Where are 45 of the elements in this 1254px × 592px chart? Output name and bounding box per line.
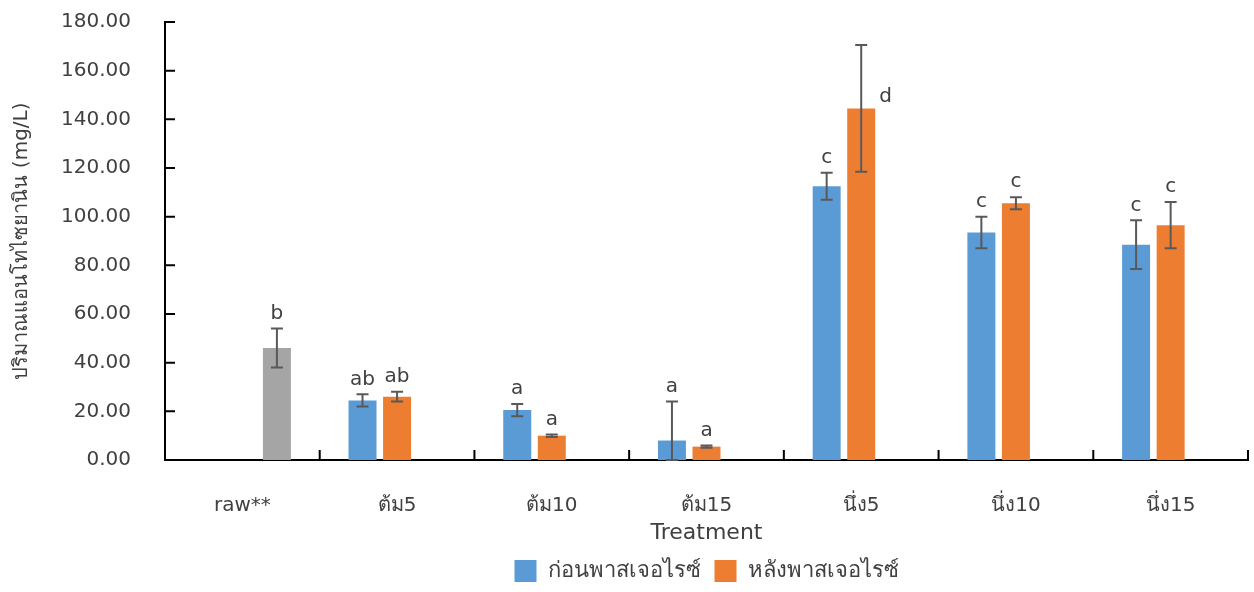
data-label: c bbox=[821, 144, 833, 169]
bar bbox=[967, 232, 996, 460]
bar bbox=[1001, 203, 1030, 460]
x-axis-title: Treatment bbox=[649, 518, 763, 544]
x-tick-label: ต้ม15 bbox=[680, 492, 733, 517]
bar bbox=[1156, 225, 1185, 460]
y-tick-label: 20.00 bbox=[73, 397, 131, 422]
y-tick-label: 120.00 bbox=[61, 154, 131, 179]
x-tick-label: raw** bbox=[213, 492, 271, 517]
data-label: c bbox=[1010, 168, 1022, 193]
bar bbox=[847, 108, 876, 460]
data-label: a bbox=[511, 375, 524, 400]
data-label: b bbox=[270, 299, 284, 324]
x-tick-label: นึ่ง15 bbox=[1145, 490, 1196, 517]
data-label: c bbox=[975, 187, 987, 212]
legend-label: หลังพาสเจอไรซ์ bbox=[747, 556, 899, 582]
x-tick-label: นึ่ง5 bbox=[842, 490, 880, 517]
y-tick-label: 40.00 bbox=[73, 348, 131, 373]
data-label: a bbox=[545, 405, 558, 430]
data-label: c bbox=[1165, 173, 1177, 198]
y-tick-label: 160.00 bbox=[61, 56, 131, 81]
y-axis-title: ปริมาณแอนโทไซยานิน (mg/L) bbox=[8, 102, 33, 380]
data-label: a bbox=[700, 416, 713, 441]
bar bbox=[383, 396, 412, 460]
data-label: c bbox=[1130, 191, 1142, 216]
bar bbox=[537, 435, 566, 460]
x-tick-label: นึ่ง10 bbox=[991, 490, 1041, 517]
y-tick-label: 180.00 bbox=[61, 8, 131, 33]
bar bbox=[812, 186, 841, 460]
y-tick-label: 80.00 bbox=[73, 251, 131, 276]
y-tick-label: 0.00 bbox=[86, 446, 131, 471]
data-label: d bbox=[879, 82, 892, 107]
y-tick-label: 60.00 bbox=[73, 300, 131, 325]
bar bbox=[1122, 244, 1151, 460]
legend-label: ก่อนพาสเจอไรซ์ bbox=[547, 556, 701, 582]
bar bbox=[262, 348, 291, 460]
x-tick-label: ต้ม5 bbox=[377, 492, 417, 517]
data-label: a bbox=[665, 372, 679, 397]
data-label: ab bbox=[350, 365, 375, 390]
x-tick-label: ต้ม10 bbox=[526, 492, 578, 517]
y-tick-label: 140.00 bbox=[61, 105, 131, 130]
bar bbox=[348, 400, 377, 460]
data-label: ab bbox=[384, 363, 410, 388]
y-tick-label: 100.00 bbox=[61, 202, 131, 227]
bar bbox=[503, 410, 532, 460]
